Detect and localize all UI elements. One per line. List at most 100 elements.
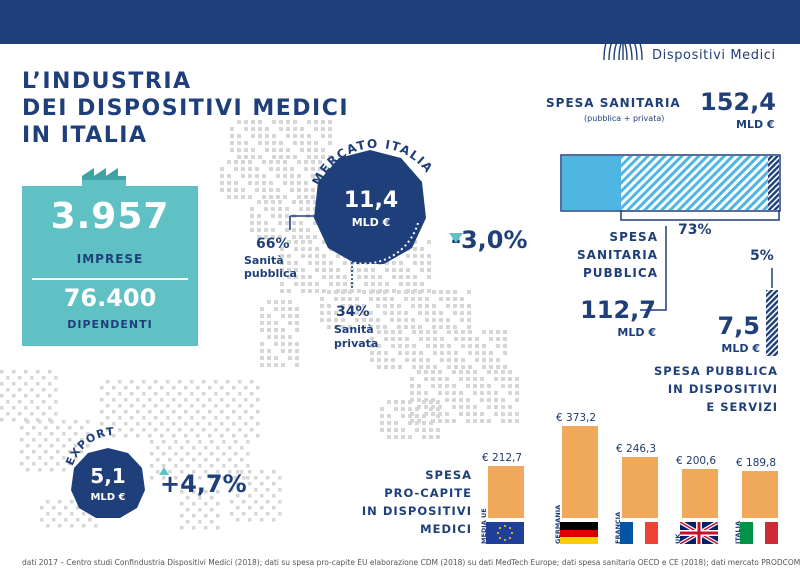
map-dot (208, 434, 212, 438)
map-dot (226, 428, 230, 432)
map-dot (214, 428, 218, 432)
map-dot (238, 392, 242, 396)
map-dot (424, 412, 428, 416)
map-dot (438, 412, 442, 416)
map-dot (234, 452, 238, 456)
map-dot (404, 325, 408, 329)
map-dot (36, 406, 40, 410)
map-dot (172, 398, 176, 402)
stats-divider (32, 278, 188, 280)
map-dot (327, 318, 331, 322)
device-unit: MLD € (721, 342, 760, 355)
map-dot (432, 318, 436, 322)
map-dot (487, 391, 491, 395)
map-dot (160, 410, 164, 414)
map-dot (26, 420, 30, 424)
map-dot (446, 325, 450, 329)
map-dot (295, 356, 299, 360)
map-dot (6, 376, 10, 380)
percapita-title-2: PRO-CAPITE (384, 486, 472, 500)
map-dot (377, 351, 381, 355)
map-dot (274, 328, 278, 332)
map-dot (408, 407, 412, 411)
map-dot (436, 428, 440, 432)
map-dot (241, 167, 245, 171)
map-dot (178, 428, 182, 432)
map-dot (447, 351, 451, 355)
map-dot (475, 358, 479, 362)
map-dot (459, 398, 463, 402)
map-dot (452, 398, 456, 402)
map-dot (398, 351, 402, 355)
map-dot (242, 512, 246, 516)
italy-flag-icon (740, 522, 778, 544)
map-dot (515, 412, 519, 416)
map-dot (431, 370, 435, 374)
map-dot (412, 358, 416, 362)
map-dot (461, 365, 465, 369)
map-dot (281, 314, 285, 318)
map-dot (272, 482, 276, 486)
map-dot (24, 418, 28, 422)
map-dot (184, 434, 188, 438)
map-dot (260, 349, 264, 353)
map-dot (267, 349, 271, 353)
map-dot (192, 458, 196, 462)
map-dot (0, 418, 4, 422)
map-dot (272, 470, 276, 474)
map-dot (274, 300, 278, 304)
map-dot (467, 318, 471, 322)
map-dot (44, 462, 48, 466)
map-dot (417, 398, 421, 402)
map-dot (244, 398, 248, 402)
map-dot (501, 405, 505, 409)
public-title-2: SANITARIA (577, 248, 658, 262)
map-dot (204, 458, 208, 462)
spesa-total: 152,4 (700, 88, 776, 116)
map-dot (429, 435, 433, 439)
map-dot (256, 422, 260, 426)
map-dot (418, 304, 422, 308)
map-dot (390, 304, 394, 308)
map-dot (241, 195, 245, 199)
map-dot (38, 468, 42, 472)
map-dot (327, 304, 331, 308)
map-dot (508, 419, 512, 423)
germany-flag-icon (560, 522, 598, 544)
map-dot (226, 392, 230, 396)
map-dot (44, 438, 48, 442)
bar-uk (682, 469, 718, 518)
map-dot (244, 434, 248, 438)
map-dot (118, 392, 122, 396)
map-dot (220, 398, 224, 402)
map-dot (204, 526, 208, 530)
map-dot (391, 337, 395, 341)
map-dot (468, 330, 472, 334)
map-dot (220, 422, 224, 426)
map-dot (130, 404, 134, 408)
map-dot (422, 400, 426, 404)
map-dot (244, 155, 248, 159)
map-dot (487, 370, 491, 374)
map-dot (184, 410, 188, 414)
map-dot (40, 518, 44, 522)
map-dot (210, 520, 214, 524)
map-dot (178, 380, 182, 384)
map-dot (178, 392, 182, 396)
map-dot (281, 363, 285, 367)
map-dot (436, 400, 440, 404)
map-dot (226, 380, 230, 384)
map-dot (447, 344, 451, 348)
map-dot (142, 416, 146, 420)
private-label-1: Sanità (334, 323, 374, 336)
map-dot (489, 365, 493, 369)
map-dot (260, 356, 264, 360)
map-dot (288, 335, 292, 339)
map-dot (172, 422, 176, 426)
map-dot (106, 416, 110, 420)
map-dot (438, 384, 442, 388)
map-dot (424, 405, 428, 409)
map-dot (380, 428, 384, 432)
map-dot (466, 384, 470, 388)
map-dot (210, 508, 214, 512)
